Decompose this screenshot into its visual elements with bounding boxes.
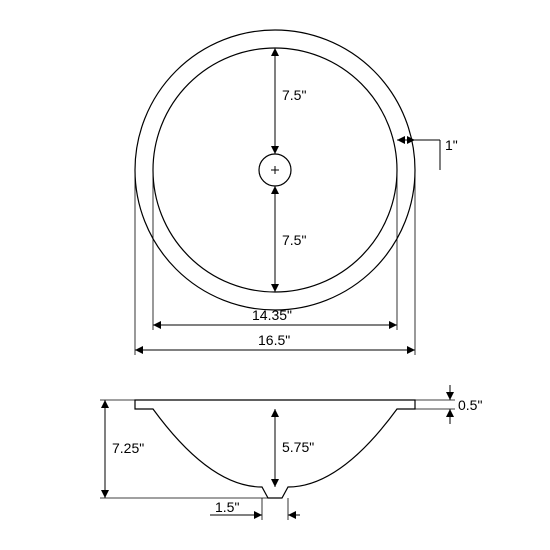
bowl-depth-label: 5.75" xyxy=(282,439,314,455)
bowl-depth-dimension: 5.75" xyxy=(271,409,314,487)
total-height-label: 7.25" xyxy=(112,440,144,456)
rim-width-label: 1" xyxy=(445,137,458,153)
top-view: 7.5" 7.5" 1" 14.35" xyxy=(135,30,458,355)
sink-technical-drawing: 7.5" 7.5" 1" 14.35" xyxy=(0,0,550,550)
radius-bottom-label: 7.5" xyxy=(282,232,306,248)
outer-diameter-label: 16.5" xyxy=(258,332,290,348)
drain-width-dimension: 1.5" xyxy=(210,498,300,520)
side-view: 7.25" 5.75" 1.5" 0.5" xyxy=(100,385,482,520)
total-height-dimension: 7.25" xyxy=(100,400,268,498)
drain-width-label: 1.5" xyxy=(215,499,239,515)
radius-top-label: 7.5" xyxy=(282,87,306,103)
rim-width-dimension: 1" xyxy=(397,136,458,170)
inner-diameter-label: 14.35" xyxy=(252,307,292,323)
rim-height-label: 0.5" xyxy=(458,397,482,413)
rim-height-dimension: 0.5" xyxy=(415,385,482,424)
